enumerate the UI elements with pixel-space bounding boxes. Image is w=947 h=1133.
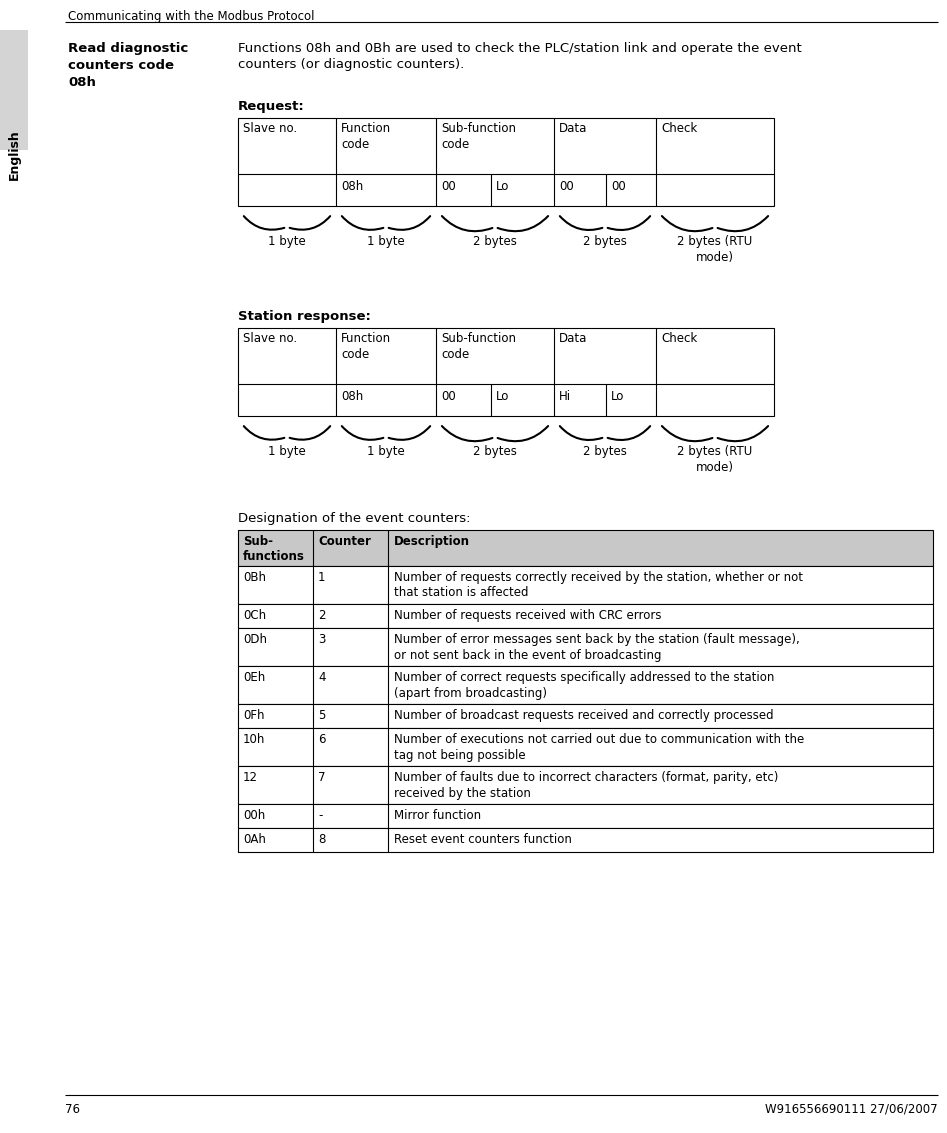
Text: Sub-function
code: Sub-function code (441, 332, 516, 361)
Text: 00: 00 (559, 180, 574, 193)
Text: Number of error messages sent back by the station (fault message),
or not sent b: Number of error messages sent back by th… (394, 633, 800, 662)
Text: 2 bytes (RTU
mode): 2 bytes (RTU mode) (677, 445, 753, 474)
Text: Slave no.: Slave no. (243, 332, 297, 346)
Text: Counter: Counter (318, 535, 371, 548)
Text: Function
code: Function code (341, 332, 391, 361)
Text: 00: 00 (611, 180, 626, 193)
Text: 10h: 10h (243, 733, 265, 746)
Text: 3: 3 (318, 633, 326, 646)
Text: 2 bytes (RTU
mode): 2 bytes (RTU mode) (677, 235, 753, 264)
Text: Functions 08h and 0Bh are used to check the PLC/station link and operate the eve: Functions 08h and 0Bh are used to check … (238, 42, 802, 71)
Text: Request:: Request: (238, 100, 305, 113)
Text: Read diagnostic
counters code
08h: Read diagnostic counters code 08h (68, 42, 188, 90)
Text: Number of executions not carried out due to communication with the
tag not being: Number of executions not carried out due… (394, 733, 804, 761)
Text: Slave no.: Slave no. (243, 122, 297, 135)
Text: 8: 8 (318, 833, 326, 846)
Text: 2 bytes: 2 bytes (474, 445, 517, 458)
Text: Number of broadcast requests received and correctly processed: Number of broadcast requests received an… (394, 709, 774, 722)
Text: Function
code: Function code (341, 122, 391, 151)
Text: 08h: 08h (341, 180, 364, 193)
Text: 6: 6 (318, 733, 326, 746)
Text: Sub-function
code: Sub-function code (441, 122, 516, 151)
Text: Data: Data (559, 122, 587, 135)
Text: 00: 00 (441, 390, 456, 403)
Text: Data: Data (559, 332, 587, 346)
Text: Mirror function: Mirror function (394, 809, 481, 823)
Text: 76: 76 (65, 1104, 80, 1116)
Text: W916556690111 27/06/2007: W916556690111 27/06/2007 (765, 1104, 938, 1116)
Text: Sub-
functions: Sub- functions (243, 535, 305, 563)
Text: Designation of the event counters:: Designation of the event counters: (238, 512, 471, 525)
Text: 1: 1 (318, 571, 326, 583)
Bar (238, 566, 933, 604)
Text: 2 bytes: 2 bytes (583, 445, 627, 458)
Bar (238, 704, 933, 729)
Bar (0, 29, 28, 150)
Text: 0Ch: 0Ch (243, 610, 266, 622)
Text: 0Bh: 0Bh (243, 571, 266, 583)
Text: 0Eh: 0Eh (243, 671, 265, 684)
Text: 0Ah: 0Ah (243, 833, 266, 846)
Text: Number of faults due to incorrect characters (format, parity, etc)
received by t: Number of faults due to incorrect charac… (394, 770, 778, 800)
Text: 0Fh: 0Fh (243, 709, 264, 722)
Text: 08h: 08h (341, 390, 364, 403)
Text: 00: 00 (441, 180, 456, 193)
Bar (238, 530, 933, 566)
Bar (238, 327, 774, 416)
Bar (238, 729, 933, 766)
Text: 00h: 00h (243, 809, 265, 823)
Bar (238, 604, 933, 628)
Text: Reset event counters function: Reset event counters function (394, 833, 572, 846)
Text: Number of correct requests specifically addressed to the station
(apart from bro: Number of correct requests specifically … (394, 671, 775, 699)
Text: 1 byte: 1 byte (268, 235, 306, 248)
Text: 1 byte: 1 byte (367, 445, 405, 458)
Text: 1 byte: 1 byte (268, 445, 306, 458)
Text: -: - (318, 809, 322, 823)
Text: 2 bytes: 2 bytes (583, 235, 627, 248)
Text: Check: Check (661, 332, 697, 346)
Text: Number of requests correctly received by the station, whether or not
that statio: Number of requests correctly received by… (394, 571, 803, 599)
Text: 0Dh: 0Dh (243, 633, 267, 646)
Text: Lo: Lo (496, 390, 509, 403)
Bar (238, 804, 933, 828)
Text: English: English (8, 129, 21, 180)
Bar (238, 666, 933, 704)
Bar (238, 628, 933, 666)
Bar (238, 766, 933, 804)
Text: Communicating with the Modbus Protocol: Communicating with the Modbus Protocol (68, 10, 314, 23)
Text: 1 byte: 1 byte (367, 235, 405, 248)
Text: Lo: Lo (496, 180, 509, 193)
Text: 2: 2 (318, 610, 326, 622)
Text: Description: Description (394, 535, 470, 548)
Bar (238, 828, 933, 852)
Text: Station response:: Station response: (238, 310, 371, 323)
Text: 4: 4 (318, 671, 326, 684)
Text: 2 bytes: 2 bytes (474, 235, 517, 248)
Text: Lo: Lo (611, 390, 624, 403)
Text: Hi: Hi (559, 390, 571, 403)
Text: 5: 5 (318, 709, 326, 722)
Bar (238, 118, 774, 206)
Text: 12: 12 (243, 770, 258, 784)
Text: Check: Check (661, 122, 697, 135)
Text: 7: 7 (318, 770, 326, 784)
Text: Number of requests received with CRC errors: Number of requests received with CRC err… (394, 610, 662, 622)
